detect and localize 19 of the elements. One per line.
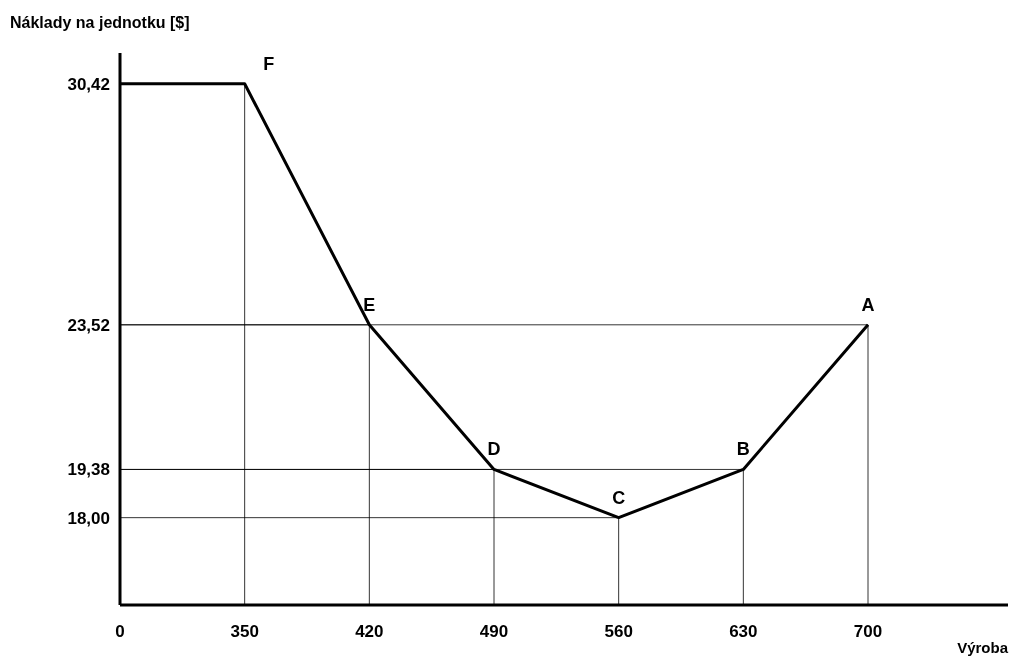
y-tick-label: 23,52 bbox=[67, 315, 110, 335]
y-tick-label: 19,38 bbox=[67, 460, 110, 480]
x-tick-label: 560 bbox=[604, 622, 633, 641]
annotation: C bbox=[612, 487, 626, 508]
annotation: A bbox=[861, 294, 875, 315]
x-axis-title: Výroba bbox=[957, 639, 1009, 656]
y-tick-label: 30,42 bbox=[67, 74, 110, 94]
x-tick-label: 700 bbox=[853, 622, 883, 641]
annotation: D bbox=[487, 439, 501, 460]
y-axis-title: Náklady na jednotku [$] bbox=[10, 14, 190, 31]
y-tick-label: 18,00 bbox=[67, 508, 110, 528]
x-tick-label: 630 bbox=[729, 622, 758, 641]
x-tick-label: 350 bbox=[230, 622, 259, 641]
annotation: B bbox=[736, 439, 750, 460]
x-tick-label: 490 bbox=[479, 622, 509, 641]
annotation: E bbox=[363, 294, 376, 315]
x-tick-label: 420 bbox=[355, 622, 384, 641]
annotation: F bbox=[263, 53, 275, 74]
x-tick-label: 0 bbox=[115, 622, 125, 641]
